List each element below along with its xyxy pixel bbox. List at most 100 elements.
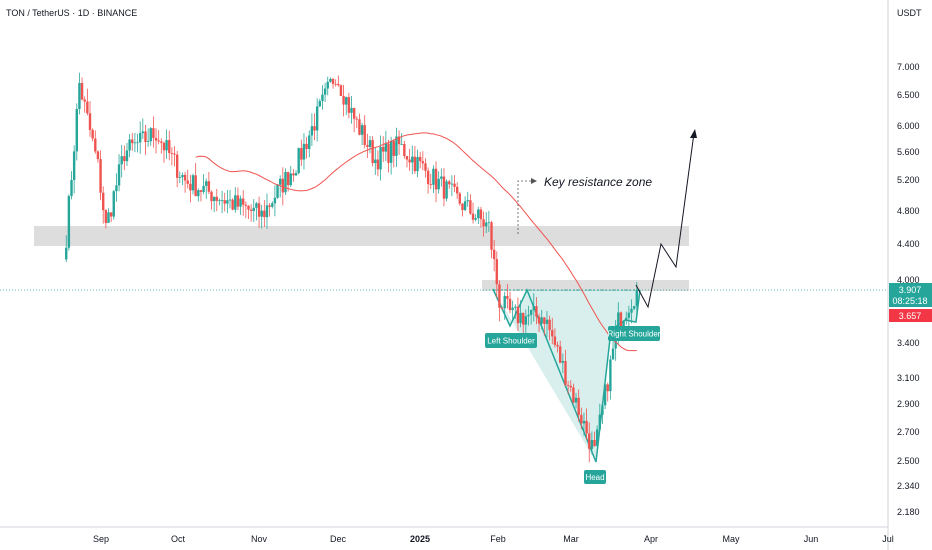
time-tick: Mar: [563, 534, 579, 544]
candle-body: [350, 107, 353, 113]
price-tick: 2.700: [897, 427, 920, 437]
candle-body: [117, 164, 121, 186]
candle-body: [556, 344, 559, 347]
candle-body: [331, 78, 335, 84]
candle-body: [524, 316, 528, 325]
candle-body: [519, 312, 522, 324]
time-tick: Dec: [330, 534, 347, 544]
time-tick: Sep: [93, 534, 109, 544]
candle-body: [80, 83, 84, 100]
candle-body: [384, 143, 388, 152]
price-tick: 2.900: [897, 399, 920, 409]
candle-body: [345, 97, 348, 105]
candle-body: [321, 94, 324, 101]
candle-body: [86, 101, 89, 114]
symbol-title[interactable]: TON / TetherUS · 1D · BINANCE: [6, 8, 137, 18]
candle-body: [477, 209, 480, 219]
candle-body: [138, 133, 142, 143]
candle-body: [252, 207, 255, 211]
price-tick: 2.340: [897, 481, 920, 491]
time-tick: Feb: [490, 534, 506, 544]
candle-body: [170, 153, 174, 154]
ma-price-value: 3.657: [899, 311, 922, 321]
candle-body: [532, 306, 535, 311]
candle-body: [231, 199, 234, 210]
candle-body: [506, 295, 509, 299]
time-scale-ticks[interactable]: Sep Oct Nov Dec 2025 Feb Mar Apr May Jun…: [93, 534, 894, 544]
candle-body: [278, 178, 282, 185]
candle-body: [609, 359, 612, 392]
candle-body: [492, 249, 496, 260]
candle-body: [297, 148, 300, 174]
candle-body: [305, 143, 308, 149]
candle-body: [236, 195, 240, 207]
candle-body: [395, 136, 398, 156]
price-tick: 4.400: [897, 239, 920, 249]
candle-body: [366, 145, 369, 147]
candle-body: [545, 319, 549, 324]
candle-body: [109, 212, 113, 217]
candle-body: [569, 385, 572, 388]
price-scale-ticks[interactable]: 7.000 6.500 6.000 5.600 5.200 4.800 4.40…: [897, 62, 920, 517]
lower-resistance-zone: [482, 280, 689, 291]
price-tick: 6.500: [897, 90, 920, 100]
candle-body: [503, 295, 506, 309]
price-tick: 5.600: [897, 147, 920, 157]
candle-body: [516, 306, 520, 324]
candle-body: [154, 137, 158, 141]
key-resistance-pointer: [517, 180, 533, 234]
candle-body: [590, 439, 594, 449]
candle-body: [123, 156, 126, 162]
current-price-value: 3.907: [899, 285, 922, 295]
candle-body: [239, 198, 242, 207]
candle-body: [511, 307, 514, 311]
candle-body: [400, 144, 403, 145]
candle-body: [234, 195, 237, 210]
candle-body: [445, 181, 448, 199]
key-resistance-arrowhead: [531, 178, 537, 184]
candle-body: [75, 108, 78, 152]
candle-body: [429, 184, 432, 185]
candle-body: [622, 320, 625, 328]
candle-body: [432, 168, 435, 185]
price-tick: 4.800: [897, 206, 920, 216]
candle-body: [205, 181, 208, 186]
candle-body: [247, 205, 250, 210]
candle-body: [508, 298, 512, 311]
time-tick: Apr: [644, 534, 658, 544]
upper-resistance-zone: [34, 226, 689, 246]
candle-body: [326, 81, 329, 89]
candle-body: [572, 387, 575, 403]
candle-body: [619, 312, 623, 328]
candle-body: [588, 433, 591, 449]
candle-body: [632, 306, 636, 309]
candles: [65, 72, 638, 463]
candle-body: [500, 307, 504, 309]
candle-body: [627, 312, 631, 318]
price-tick: 6.000: [897, 121, 920, 131]
candle-body: [598, 414, 602, 430]
candle-body: [479, 209, 483, 220]
head-box: [584, 470, 606, 484]
candle-body: [337, 83, 340, 86]
candle-body: [99, 159, 102, 193]
time-tick: 2025: [410, 534, 430, 544]
candle-body: [115, 185, 118, 192]
candle-body: [202, 185, 205, 192]
candle-body: [368, 140, 372, 147]
candle-body: [405, 156, 409, 160]
candle-body: [260, 210, 263, 217]
time-tick: Jun: [804, 534, 819, 544]
time-tick: Oct: [171, 534, 186, 544]
candle-body: [144, 131, 147, 143]
candle-body: [411, 156, 414, 163]
candle-body: [141, 131, 145, 134]
candle-body: [371, 140, 374, 164]
candle-body: [577, 397, 580, 415]
candle-body: [128, 139, 131, 151]
candle-body: [376, 159, 380, 170]
candle-body: [271, 203, 274, 207]
candle-body: [294, 173, 298, 176]
bar-countdown: 08:25:18: [892, 296, 927, 306]
